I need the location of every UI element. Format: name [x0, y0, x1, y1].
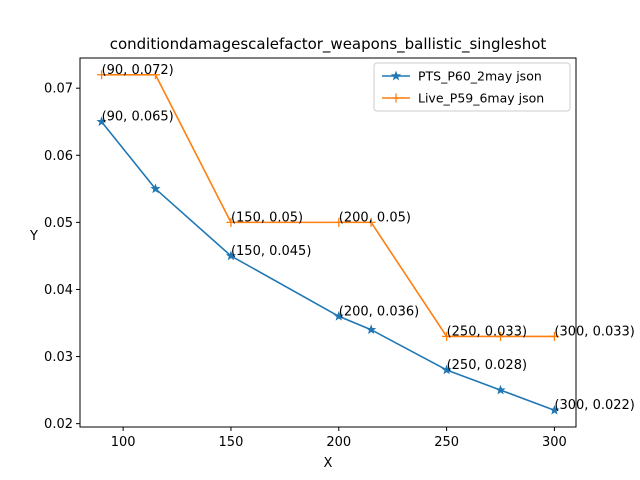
plot-area: (90, 0.072) (150, 0.05) (200, 0.05) (250, 0… [96, 63, 635, 415]
y-axis-label: Y [29, 229, 38, 244]
x-tick-label: 250 [434, 435, 459, 450]
data-point [150, 183, 161, 194]
data-point [333, 310, 344, 321]
data-point [366, 217, 376, 227]
y-tick-label: 0.04 [44, 283, 73, 298]
legend-label: PTS_P60_2may json [418, 69, 542, 84]
point-annotation: (150, 0.05) [231, 210, 303, 225]
data-point [150, 70, 160, 80]
legend-marker [390, 70, 402, 81]
data-point [549, 404, 560, 415]
plot-frame [79, 57, 577, 428]
point-annotation: (90, 0.065) [102, 110, 174, 125]
point-annotation: (250, 0.028) [447, 358, 527, 373]
data-point [334, 217, 344, 227]
point-annotation: (200, 0.05) [339, 210, 411, 225]
x-axis-label: X [324, 456, 333, 471]
x-tick-label: 150 [219, 435, 244, 450]
y-tick-label: 0.03 [44, 350, 73, 365]
legend-box [373, 62, 571, 112]
data-point [441, 364, 452, 375]
point-annotation: (300, 0.022) [554, 398, 634, 413]
x-tick-label: 200 [326, 435, 351, 450]
x-tick-label: 300 [542, 435, 567, 450]
point-annotation: (250, 0.033) [447, 324, 527, 339]
legend: PTS_P60_2may json Live_P59_6may json [373, 62, 571, 112]
point-annotation: (90, 0.072) [102, 63, 174, 78]
point-annotation: (300, 0.033) [554, 324, 634, 339]
y-tick-label: 0.02 [44, 417, 73, 432]
data-point [225, 250, 237, 261]
legend-item: Live_P59_6may json [382, 91, 544, 106]
legend-marker [391, 93, 401, 103]
y-tick-label: 0.06 [44, 149, 73, 164]
data-point [496, 331, 506, 341]
y-tick-label: 0.07 [44, 82, 73, 97]
legend-label: Live_P59_6may json [418, 91, 544, 106]
data-point [442, 331, 452, 341]
point-annotation: (200, 0.036) [339, 304, 419, 319]
y-tick-label: 0.05 [44, 216, 73, 231]
data-point [495, 384, 506, 395]
series-line [100, 121, 555, 411]
data-point [549, 331, 559, 341]
series-2 [97, 70, 559, 341]
data-point [96, 116, 107, 127]
series-1 [96, 116, 560, 415]
series-line [101, 73, 555, 338]
legend-item: PTS_P60_2may json [382, 69, 542, 84]
point-annotation: (150, 0.045) [231, 244, 311, 259]
x-tick-label: 100 [111, 435, 136, 450]
axes: 100 150 200 250 300 0.02 0.03 0.04 0.05 0.06 0.07 [44, 82, 567, 450]
data-point [226, 217, 236, 227]
data-point [366, 324, 377, 335]
data-point [97, 70, 107, 80]
chart-title: conditiondamagescalefactor_weapons_balli… [110, 35, 547, 54]
